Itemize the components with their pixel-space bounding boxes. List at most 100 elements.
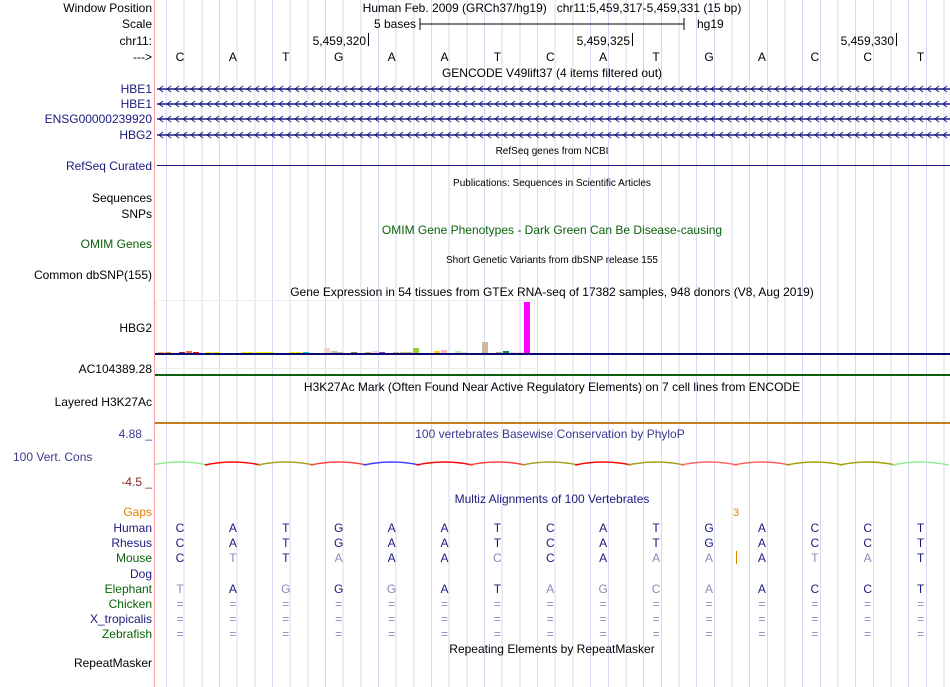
aligned-base: =	[176, 612, 184, 627]
ruler-label: 5,459,325	[576, 34, 630, 48]
gene-model[interactable]	[157, 84, 950, 94]
gtex-bar[interactable]	[323, 348, 330, 354]
aligned-base: T	[493, 581, 502, 596]
aligned-base: C	[810, 521, 820, 535]
base-letter: T	[493, 50, 502, 64]
gtex-bar[interactable]	[164, 351, 171, 354]
phylop-mark	[892, 461, 949, 466]
gtex-title: Gene Expression in 54 tissues from GTEx …	[290, 285, 814, 299]
h3k27ac-label[interactable]: Layered H3K27Ac	[54, 395, 152, 409]
snps-label[interactable]: SNPs	[121, 207, 152, 221]
species-label[interactable]: Rhesus	[111, 536, 152, 551]
base-letter: C	[863, 50, 873, 64]
aligned-base: =	[176, 597, 184, 611]
aligned-base: A	[440, 536, 449, 551]
species-label[interactable]: Dog	[129, 566, 152, 581]
gap-marker	[736, 551, 737, 564]
phylop-graph[interactable]	[155, 455, 950, 480]
aligned-base: =	[917, 597, 925, 611]
phylop-mark	[839, 461, 896, 466]
ruler-tick	[896, 33, 897, 46]
aligned-base: =	[229, 627, 237, 642]
aligned-base: =	[440, 597, 448, 611]
gtex-bar[interactable]	[413, 347, 420, 354]
gene-label-hbg2[interactable]: HBG2	[119, 128, 152, 142]
phylop-mark	[204, 461, 262, 466]
species-label[interactable]: Zebrafish	[101, 627, 152, 642]
gtex-gene-line	[155, 353, 950, 355]
aligned-base: =	[652, 612, 660, 627]
aligned-base: A	[757, 536, 766, 551]
aligned-base: =	[599, 627, 607, 642]
phylop-min: -4.5 _	[121, 475, 152, 489]
label-divider	[154, 0, 155, 687]
gtex-bar[interactable]	[178, 351, 185, 354]
aligned-base: =	[546, 597, 554, 611]
ruler-label: 5,459,330	[840, 34, 894, 48]
refseq-label[interactable]: RefSeq Curated	[65, 159, 152, 173]
repeatmasker-label[interactable]: RepeatMasker	[73, 656, 152, 670]
gtex-bar[interactable]	[185, 351, 192, 354]
aligned-base: =	[229, 597, 237, 611]
dbsnp-title: Short Genetic Variants from dbSNP releas…	[446, 255, 658, 266]
aligned-base: =	[335, 597, 343, 611]
species-label[interactable]: X_tropicalis	[89, 612, 152, 627]
chrom-label: chr11:	[119, 34, 152, 48]
aligned-base: G	[334, 581, 344, 596]
gtex-gene-label[interactable]: HBG2	[119, 321, 152, 335]
gtex-bar[interactable]	[496, 351, 503, 354]
ruler-tick	[632, 33, 633, 46]
omim-label[interactable]: OMIM Genes	[80, 237, 152, 251]
aligned-base: C	[863, 536, 873, 551]
gencode-title[interactable]: GENCODE V49lift37 (4 items filtered out)	[441, 66, 663, 80]
aligned-base: C	[545, 521, 555, 535]
aligned-base: A	[757, 521, 766, 535]
dbsnp-label[interactable]: Common dbSNP(155)	[33, 268, 152, 282]
aligned-base: G	[334, 536, 344, 551]
aligned-base: =	[176, 627, 184, 642]
aligned-base: G	[598, 581, 608, 596]
phylop-mark	[155, 461, 209, 466]
gtex-bar[interactable]	[482, 342, 489, 354]
gtex-bar[interactable]	[454, 350, 461, 354]
gtex-bar[interactable]	[509, 351, 516, 354]
gene-model[interactable]	[157, 114, 950, 124]
gtex-bar[interactable]	[371, 350, 378, 354]
base-letter: T	[282, 50, 290, 64]
aligned-base: A	[757, 551, 766, 566]
gtex-gene2-label[interactable]: AC104389.28	[78, 362, 152, 376]
gaps-label[interactable]: Gaps	[123, 505, 152, 519]
gene-label-ensg[interactable]: ENSG00000239920	[44, 112, 152, 126]
species-label[interactable]: Mouse	[115, 551, 152, 566]
phylop-mark	[363, 461, 420, 466]
gtex-chart[interactable]	[156, 300, 535, 354]
aligned-base: G	[704, 536, 714, 551]
base-letter: C	[545, 50, 555, 64]
species-label[interactable]: Elephant	[104, 581, 152, 596]
phylop-mark	[733, 461, 791, 466]
gtex-bar[interactable]	[523, 302, 530, 354]
sequences-label[interactable]: Sequences	[91, 191, 152, 205]
species-label[interactable]: Chicken	[108, 597, 152, 611]
gtex-bar[interactable]	[330, 350, 337, 354]
gtex-bar[interactable]	[192, 351, 199, 354]
phylop-mark	[469, 461, 526, 466]
gene-model[interactable]	[157, 130, 950, 140]
gene-label-hbe1[interactable]: HBE1	[120, 97, 152, 111]
gene-model[interactable]	[157, 99, 950, 109]
phylop-label[interactable]: 100 Vert. Cons	[13, 450, 93, 464]
aligned-base: =	[440, 627, 448, 642]
gtex-bar[interactable]	[503, 350, 509, 354]
base-letter: A	[599, 50, 608, 64]
aligned-base: T	[652, 536, 660, 551]
omim-title: OMIM Gene Phenotypes - Dark Green Can Be…	[381, 223, 723, 237]
gtex-bar[interactable]	[461, 351, 468, 354]
gtex-bar[interactable]	[434, 350, 440, 354]
refseq-line[interactable]	[157, 165, 950, 166]
gtex-bar[interactable]	[392, 351, 399, 354]
gene-label-hbe1[interactable]: HBE1	[120, 82, 152, 96]
aligned-base: =	[864, 597, 872, 611]
species-label[interactable]: Human	[113, 521, 152, 535]
gtex-bar[interactable]	[440, 349, 447, 354]
